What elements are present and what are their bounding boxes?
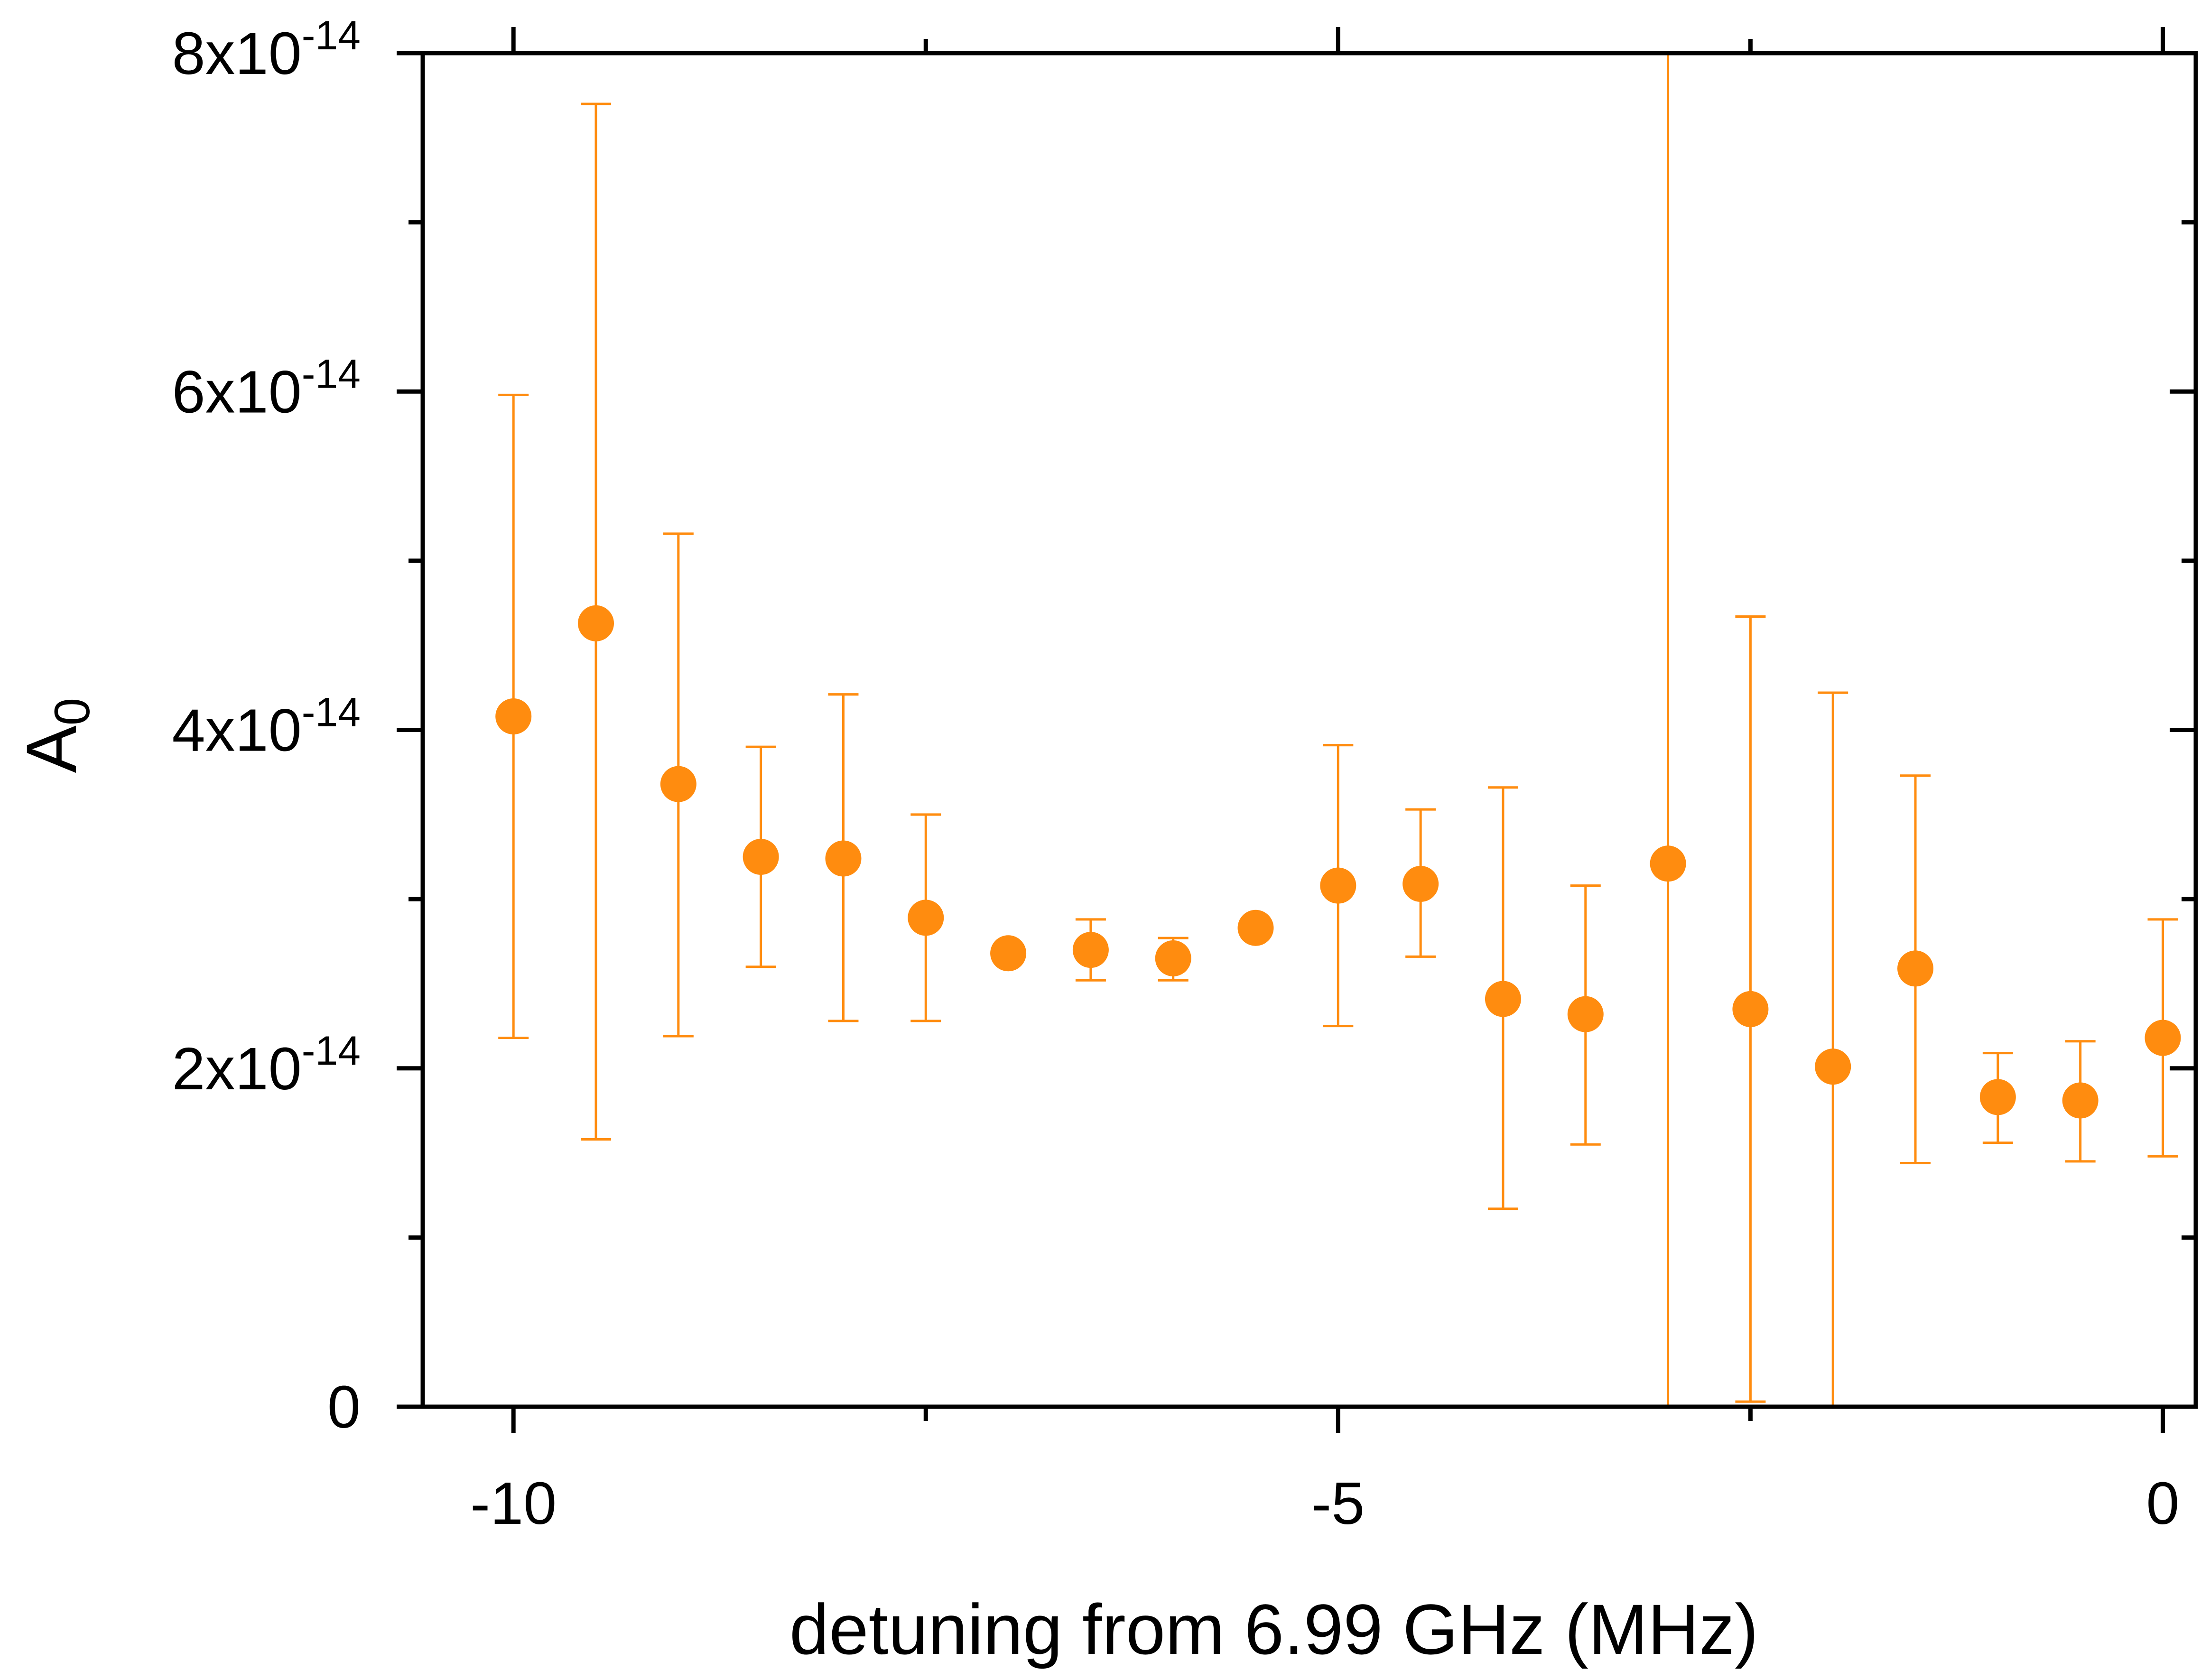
data-point-18 [1979, 1079, 2016, 1115]
data-point-1 [578, 605, 614, 641]
y-tick-mantissa-4: 8x10 [172, 20, 301, 87]
data-point-3 [743, 838, 779, 875]
data-point-17 [1897, 950, 1934, 987]
data-points [495, 605, 2181, 1119]
y-tick-label-2: 4x10-14 [172, 690, 361, 764]
y-tick-label-1: 2x10-14 [172, 1028, 361, 1102]
x-tick-label-1: -5 [1311, 1470, 1365, 1537]
data-point-14 [1650, 845, 1686, 882]
data-point-9 [1237, 910, 1274, 946]
y-axis-title-subscript: 0 [45, 698, 100, 725]
y-tick-label-4: 8x10-14 [172, 13, 361, 87]
y-axis-title-base: A [11, 725, 91, 773]
data-point-16 [1815, 1049, 1851, 1085]
y-axis-title: A0 [11, 698, 100, 773]
x-axis-title: detuning from 6.99 GHz (MHz) [789, 1589, 1758, 1669]
data-point-12 [1485, 981, 1521, 1017]
data-point-2 [660, 766, 697, 802]
data-point-11 [1402, 866, 1439, 902]
data-point-0 [495, 698, 532, 734]
y-tick-mantissa-3: 6x10 [172, 358, 301, 425]
x-tick-label-0: -10 [470, 1470, 557, 1537]
data-point-5 [908, 900, 944, 936]
data-point-8 [1155, 940, 1191, 976]
y-tick-exponent-4: -14 [302, 13, 361, 58]
y-tick-exponent-3: -14 [302, 351, 361, 397]
data-point-6 [990, 935, 1027, 972]
y-tick-mantissa-1: 2x10 [172, 1035, 301, 1102]
y-tick-label-0: 0 [327, 1374, 361, 1440]
data-point-7 [1072, 932, 1109, 968]
y-tick-exponent-2: -14 [302, 690, 361, 735]
data-point-19 [2062, 1082, 2099, 1119]
x-tick-label-2: 0 [2146, 1470, 2179, 1537]
y-tick-exponent-1: -14 [302, 1028, 361, 1074]
x-axis-ticks: -10 -5 0 [470, 27, 2180, 1537]
data-point-15 [1732, 991, 1769, 1027]
data-point-10 [1320, 867, 1356, 904]
data-point-13 [1567, 996, 1604, 1032]
y-tick-mantissa-0: 0 [327, 1374, 361, 1440]
data-point-4 [825, 840, 862, 877]
y-tick-label-3: 6x10-14 [172, 351, 361, 425]
data-point-20 [2145, 1020, 2181, 1056]
y-tick-mantissa-2: 4x10 [172, 697, 301, 764]
